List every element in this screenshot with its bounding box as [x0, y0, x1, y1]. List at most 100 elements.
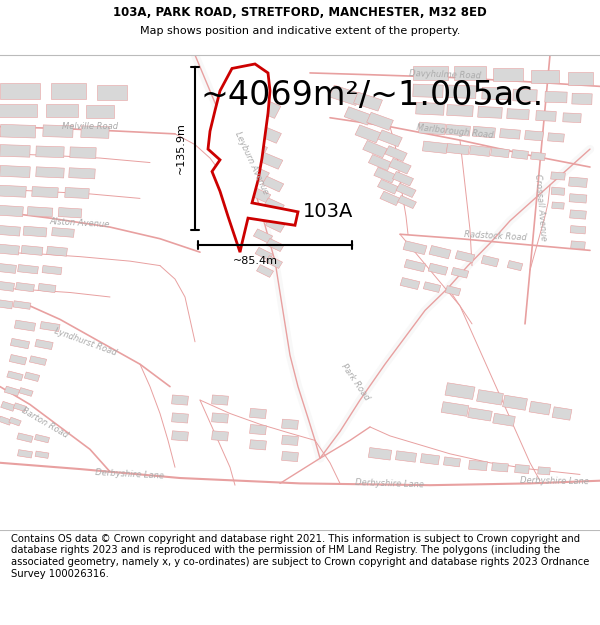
- Polygon shape: [0, 185, 26, 198]
- Polygon shape: [507, 109, 529, 119]
- Polygon shape: [473, 126, 496, 138]
- Polygon shape: [250, 424, 266, 435]
- Text: Marlborough Road: Marlborough Road: [416, 122, 494, 140]
- Polygon shape: [524, 131, 544, 141]
- Polygon shape: [10, 338, 29, 349]
- Polygon shape: [538, 467, 550, 475]
- Polygon shape: [451, 268, 469, 278]
- Polygon shape: [448, 85, 476, 99]
- Polygon shape: [568, 72, 593, 84]
- Polygon shape: [416, 102, 445, 115]
- Polygon shape: [513, 89, 537, 101]
- Polygon shape: [443, 457, 461, 467]
- Polygon shape: [0, 416, 11, 425]
- Polygon shape: [512, 149, 529, 159]
- Polygon shape: [400, 278, 420, 289]
- Polygon shape: [551, 172, 565, 180]
- Polygon shape: [422, 141, 448, 154]
- Polygon shape: [23, 226, 47, 237]
- Polygon shape: [374, 168, 396, 183]
- Polygon shape: [17, 433, 33, 442]
- Polygon shape: [368, 448, 392, 460]
- Polygon shape: [571, 241, 586, 249]
- Polygon shape: [172, 413, 188, 423]
- Polygon shape: [9, 418, 21, 426]
- Text: Crossall Avenue: Crossall Avenue: [533, 174, 547, 241]
- Text: Melville Road: Melville Road: [62, 122, 118, 131]
- Polygon shape: [353, 92, 382, 111]
- Polygon shape: [563, 113, 581, 123]
- Text: Radstock Road: Radstock Road: [463, 230, 527, 242]
- Polygon shape: [493, 68, 523, 81]
- Polygon shape: [281, 419, 298, 429]
- Polygon shape: [253, 229, 272, 243]
- Polygon shape: [1, 401, 16, 411]
- Polygon shape: [281, 435, 298, 446]
- Text: ~135.9m: ~135.9m: [176, 122, 186, 174]
- Polygon shape: [545, 91, 567, 103]
- Polygon shape: [454, 66, 486, 80]
- Polygon shape: [482, 88, 508, 100]
- Polygon shape: [58, 208, 82, 218]
- Polygon shape: [551, 187, 565, 195]
- Polygon shape: [14, 320, 35, 331]
- Polygon shape: [530, 152, 545, 161]
- Polygon shape: [35, 451, 49, 458]
- Polygon shape: [266, 239, 284, 251]
- Polygon shape: [569, 177, 587, 187]
- Polygon shape: [262, 176, 284, 192]
- Polygon shape: [250, 440, 266, 450]
- Text: 103A: 103A: [303, 202, 353, 221]
- Polygon shape: [395, 451, 416, 462]
- Polygon shape: [259, 152, 283, 169]
- Polygon shape: [40, 321, 60, 332]
- Polygon shape: [0, 299, 13, 309]
- Text: Park Road: Park Road: [339, 362, 371, 402]
- Polygon shape: [47, 246, 67, 256]
- Polygon shape: [363, 141, 387, 158]
- Polygon shape: [413, 84, 443, 98]
- Polygon shape: [377, 179, 398, 194]
- Polygon shape: [421, 454, 440, 465]
- Polygon shape: [478, 106, 502, 118]
- Polygon shape: [548, 132, 565, 142]
- Polygon shape: [529, 401, 551, 415]
- Polygon shape: [500, 129, 520, 139]
- Text: Davyhulme Road: Davyhulme Road: [409, 69, 481, 81]
- Polygon shape: [531, 70, 559, 82]
- Polygon shape: [97, 86, 127, 100]
- Polygon shape: [17, 264, 38, 274]
- Polygon shape: [17, 449, 32, 458]
- Polygon shape: [252, 209, 272, 224]
- Polygon shape: [423, 282, 441, 292]
- Polygon shape: [392, 171, 413, 186]
- Polygon shape: [21, 246, 43, 256]
- Polygon shape: [43, 125, 73, 138]
- Polygon shape: [16, 282, 34, 292]
- Polygon shape: [536, 111, 556, 121]
- Polygon shape: [572, 93, 592, 104]
- Polygon shape: [396, 183, 416, 198]
- Polygon shape: [36, 167, 64, 178]
- Polygon shape: [552, 407, 572, 420]
- Polygon shape: [249, 96, 281, 118]
- Polygon shape: [446, 144, 470, 155]
- Text: 103A, PARK ROAD, STRETFORD, MANCHESTER, M32 8ED: 103A, PARK ROAD, STRETFORD, MANCHESTER, …: [113, 6, 487, 19]
- Text: Leyburn Avenue: Leyburn Avenue: [233, 130, 271, 196]
- Polygon shape: [29, 356, 47, 366]
- Polygon shape: [552, 202, 564, 209]
- Polygon shape: [70, 147, 96, 159]
- Text: Contains OS data © Crown copyright and database right 2021. This information is : Contains OS data © Crown copyright and d…: [11, 534, 589, 579]
- Polygon shape: [515, 464, 529, 474]
- Polygon shape: [250, 408, 266, 419]
- Polygon shape: [264, 198, 284, 213]
- Polygon shape: [404, 259, 426, 272]
- Polygon shape: [0, 263, 16, 273]
- Polygon shape: [398, 196, 416, 209]
- Text: Lyndhurst Road: Lyndhurst Road: [53, 326, 118, 357]
- Polygon shape: [491, 148, 509, 158]
- Polygon shape: [389, 158, 411, 174]
- Polygon shape: [42, 266, 62, 275]
- Polygon shape: [212, 413, 229, 423]
- Polygon shape: [242, 139, 268, 158]
